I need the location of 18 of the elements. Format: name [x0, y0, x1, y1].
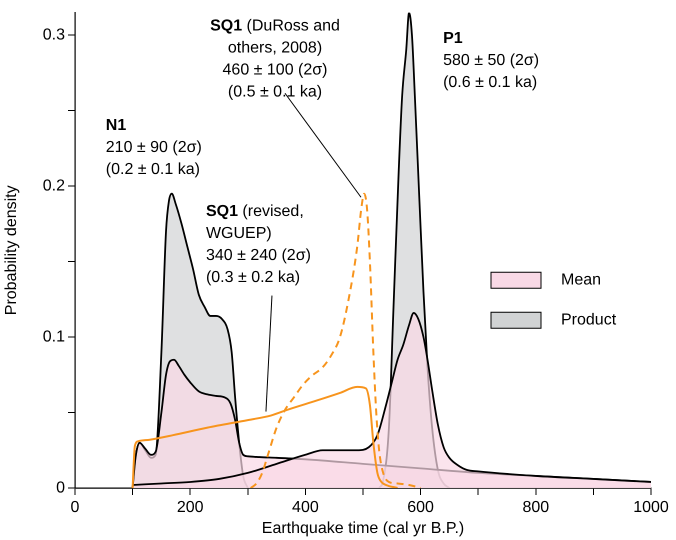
x-tick-label: 1000 [633, 499, 669, 516]
x-tick-label: 600 [407, 499, 434, 516]
y-tick-label: 0.1 [42, 328, 66, 346]
legend-label: Mean [561, 272, 602, 289]
y-axis-title: Probability density [3, 185, 20, 316]
y-tick-label: 0.2 [42, 178, 66, 195]
annotation: SQ1 (DuRoss and others, 2008) 460 ± 100 (2σ) (0.5 ± 0.1 ka) [210, 18, 340, 101]
x-tick-label: 0 [70, 499, 80, 516]
x-tick-label: 400 [292, 499, 319, 516]
x-axis-title: Earthquake time (cal yr B.P.) [262, 520, 464, 537]
annotation: SQ1 (revised, WGUEP) 340 ± 240 (2σ) (0.3 ± 0.2 ka) [206, 202, 311, 286]
y-tick-label: 0.3 [42, 26, 66, 44]
annotation: P1 580 ± 50 (2σ) (0.6 ± 0.1 ka) [443, 30, 540, 92]
x-tick-label: 200 [176, 499, 204, 516]
x-tick-label: 800 [522, 499, 550, 516]
y-tick-label: 0 [56, 479, 66, 496]
legend-label: Product [561, 312, 617, 329]
annotation: N1 210 ± 90 (2σ) (0.2 ± 0.1 ka) [106, 117, 202, 178]
